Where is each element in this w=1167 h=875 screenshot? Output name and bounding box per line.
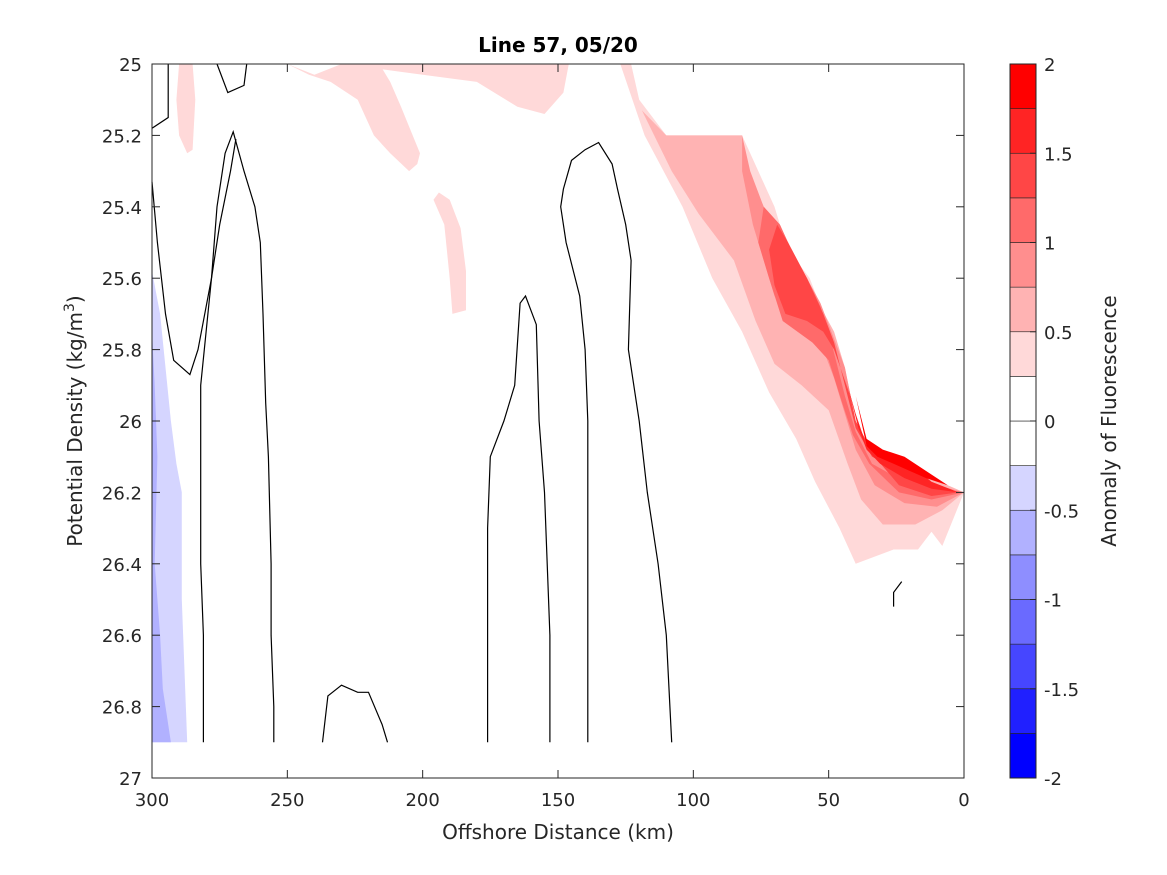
y-axis-label-end: ): [63, 295, 87, 303]
colorbar-swatch: [1009, 599, 1037, 645]
colorbar-swatch: [1009, 286, 1037, 333]
chart-title: Line 57, 05/20: [478, 33, 638, 57]
colorbar-tick-label: 2: [1044, 55, 1055, 76]
colorbar-swatch: [1009, 554, 1037, 600]
colorbar-swatch: [1009, 420, 1037, 466]
x-axis-label: Offshore Distance (km): [442, 820, 674, 844]
y-axis-label-superscript: 3: [62, 303, 78, 312]
colorbar-swatch: [1009, 509, 1037, 556]
filled-contours: [152, 64, 964, 743]
y-axis-label: Potential Density (kg/m3): [62, 295, 87, 546]
y-tick-label: 27: [119, 769, 142, 790]
colorbar-swatch: [1009, 688, 1037, 734]
y-tick-label: 26.8: [102, 698, 142, 719]
y-tick-label: 25.2: [102, 126, 142, 147]
y-tick-label: 25.6: [102, 269, 142, 290]
colorbar-swatch: [1009, 643, 1037, 690]
y-tick-label: 25.8: [102, 341, 142, 362]
colorbar-tick-label: 1.5: [1044, 144, 1073, 165]
colorbar-tick-label: -0.5: [1044, 501, 1079, 522]
y-tick-label: 26.6: [102, 626, 142, 647]
colorbar-tick-label: -2: [1044, 769, 1062, 790]
filled-region-11: [152, 271, 188, 743]
filled-region-5: [847, 385, 959, 493]
x-tick-label: 150: [541, 790, 575, 811]
filled-region-10: [341, 64, 569, 114]
colorbar-swatch: [1009, 242, 1037, 288]
colorbar-swatch: [1009, 152, 1037, 199]
contour-line-6: [560, 141, 673, 743]
colorbar-swatch: [1009, 108, 1037, 154]
colorbar-swatch: [1009, 197, 1037, 243]
contour-line-2: [151, 129, 275, 743]
y-axis-ticks: 25 25.2 25.4 25.6 25.8 26 26.2 26.4 26.6 26.8 27: [102, 55, 964, 790]
colorbar-tick-label: -1.5: [1044, 680, 1079, 701]
colorbar-swatch: [1009, 733, 1037, 779]
x-tick-label: 200: [405, 790, 439, 811]
colorbar-tick-label: -1: [1044, 591, 1062, 612]
colorbar-label: Anomaly of Fluorescence: [1097, 295, 1121, 546]
plot-area: 300 250 200 150 100 50 0 2525.225.425.625.8262…: [102, 55, 970, 811]
y-tick-label: 25.4: [102, 198, 142, 219]
colorbar-tick-label: 0: [1044, 412, 1055, 433]
contour-line-3: [200, 138, 237, 743]
contour-line-7: [892, 581, 903, 607]
x-axis-ticks: 300 250 200 150 100 50 0: [135, 64, 970, 811]
y-tick-label: 26.4: [102, 555, 142, 576]
colorbar-tick-label: 0.5: [1044, 323, 1073, 344]
filled-region-8: [287, 64, 420, 172]
y-axis-label-main: Potential Density (kg/m: [63, 312, 87, 547]
colorbar-tick-label: 1: [1044, 234, 1055, 255]
filled-region-9: [433, 192, 466, 314]
filled-region-12: [152, 331, 171, 743]
colorbar-ticks: -2 -1.5 -1 -0.5 0 0.5 1 1.5 2: [1030, 55, 1079, 790]
y-tick-label: 25: [119, 55, 142, 76]
colorbar-swatch: [1009, 465, 1037, 511]
filled-region-7: [176, 64, 196, 154]
contour-line-5: [487, 294, 551, 743]
x-tick-label: 0: [958, 790, 969, 811]
x-tick-label: 300: [135, 790, 169, 811]
x-tick-label: 50: [817, 790, 840, 811]
y-tick-label: 26.2: [102, 483, 142, 504]
contour-line-0: [151, 64, 169, 129]
colorbar-swatch: [1009, 376, 1037, 422]
contour-line-1: [216, 63, 248, 94]
x-tick-label: 250: [270, 790, 304, 811]
zero-contour-lines: [151, 63, 903, 743]
colorbar-swatches: [1009, 63, 1037, 779]
colorbar-swatch: [1009, 63, 1037, 109]
colorbar: -2 -1.5 -1 -0.5 0 0.5 1 1.5 2: [1009, 55, 1079, 790]
y-tick-label: 26: [119, 412, 142, 433]
contour-line-4: [321, 684, 389, 743]
colorbar-swatch: [1009, 331, 1037, 377]
x-tick-label: 100: [676, 790, 710, 811]
